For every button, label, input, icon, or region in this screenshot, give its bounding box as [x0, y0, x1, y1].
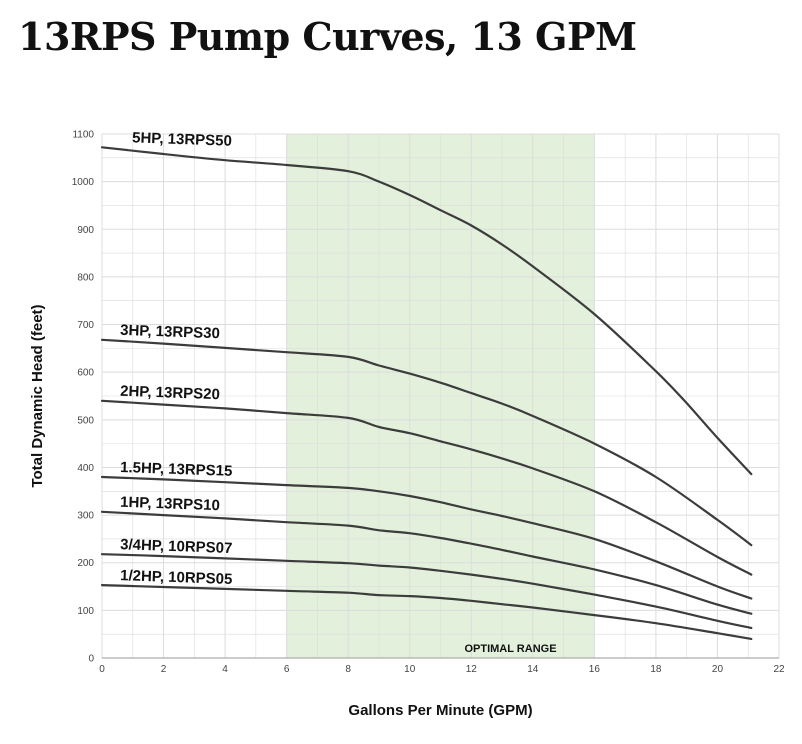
- x-tick-label: 6: [284, 664, 290, 675]
- y-axis-title: Total Dynamic Head (feet): [29, 304, 46, 487]
- page-title: 13RPS Pump Curves, 13 GPM: [18, 14, 637, 59]
- series-label: 5HP, 13RPS50: [132, 129, 232, 149]
- x-tick-label: 8: [345, 664, 351, 675]
- series-label: 1/2HP, 10RPS05: [120, 567, 233, 588]
- series-line: [100, 475, 753, 600]
- y-tick-label: 100: [77, 606, 94, 617]
- series-label: 3HP, 13RPS30: [120, 322, 220, 342]
- curve-layer: [100, 146, 753, 640]
- y-tick-label: 500: [77, 415, 94, 426]
- y-tick-label: 700: [77, 320, 94, 331]
- y-tick-label: 1000: [72, 177, 95, 188]
- x-tick-label: 16: [589, 664, 601, 675]
- series-label-layer: 5HP, 13RPS50 3HP, 13RPS30 2HP, 13RPS20 1.5H…: [120, 129, 233, 588]
- x-tick-label: 18: [650, 664, 662, 675]
- x-tick-label: 2: [161, 664, 167, 675]
- series-line: [100, 146, 753, 476]
- series-label: 3/4HP, 10RPS07: [120, 536, 233, 557]
- series-line: [100, 399, 753, 576]
- series-line: [100, 584, 753, 640]
- y-tick-label: 900: [77, 225, 94, 236]
- x-axis-title: Gallons Per Minute (GPM): [348, 702, 532, 719]
- y-tick-label: 0: [88, 654, 94, 665]
- series-line: [100, 553, 753, 630]
- grid-layer: [101, 133, 780, 659]
- series-line: [100, 510, 753, 615]
- x-tick-label: 12: [466, 664, 478, 675]
- y-tick-label: 1100: [72, 130, 94, 141]
- series-line: [100, 338, 753, 547]
- x-tick-label: 14: [527, 664, 539, 675]
- x-tick-label: 20: [712, 664, 724, 675]
- tick-label-layer: 0 2 4 6 8 10 12 14 16 18 20 22 0 100 200 300 400 500 600 70…: [72, 130, 785, 676]
- y-tick-label: 300: [77, 511, 94, 522]
- x-tick-label: 0: [99, 664, 105, 675]
- x-tick-label: 4: [222, 664, 228, 675]
- y-tick-label: 400: [77, 463, 94, 474]
- y-tick-label: 800: [77, 272, 94, 283]
- series-label: 1HP, 13RPS10: [120, 494, 220, 514]
- y-tick-label: 600: [77, 368, 94, 379]
- optimal-range-label: OPTIMAL RANGE: [464, 643, 556, 655]
- series-label: 1.5HP, 13RPS15: [120, 459, 233, 480]
- x-tick-label: 10: [404, 664, 416, 675]
- y-tick-label: 200: [77, 558, 94, 569]
- x-tick-label: 22: [773, 664, 785, 675]
- series-label: 2HP, 13RPS20: [120, 383, 220, 403]
